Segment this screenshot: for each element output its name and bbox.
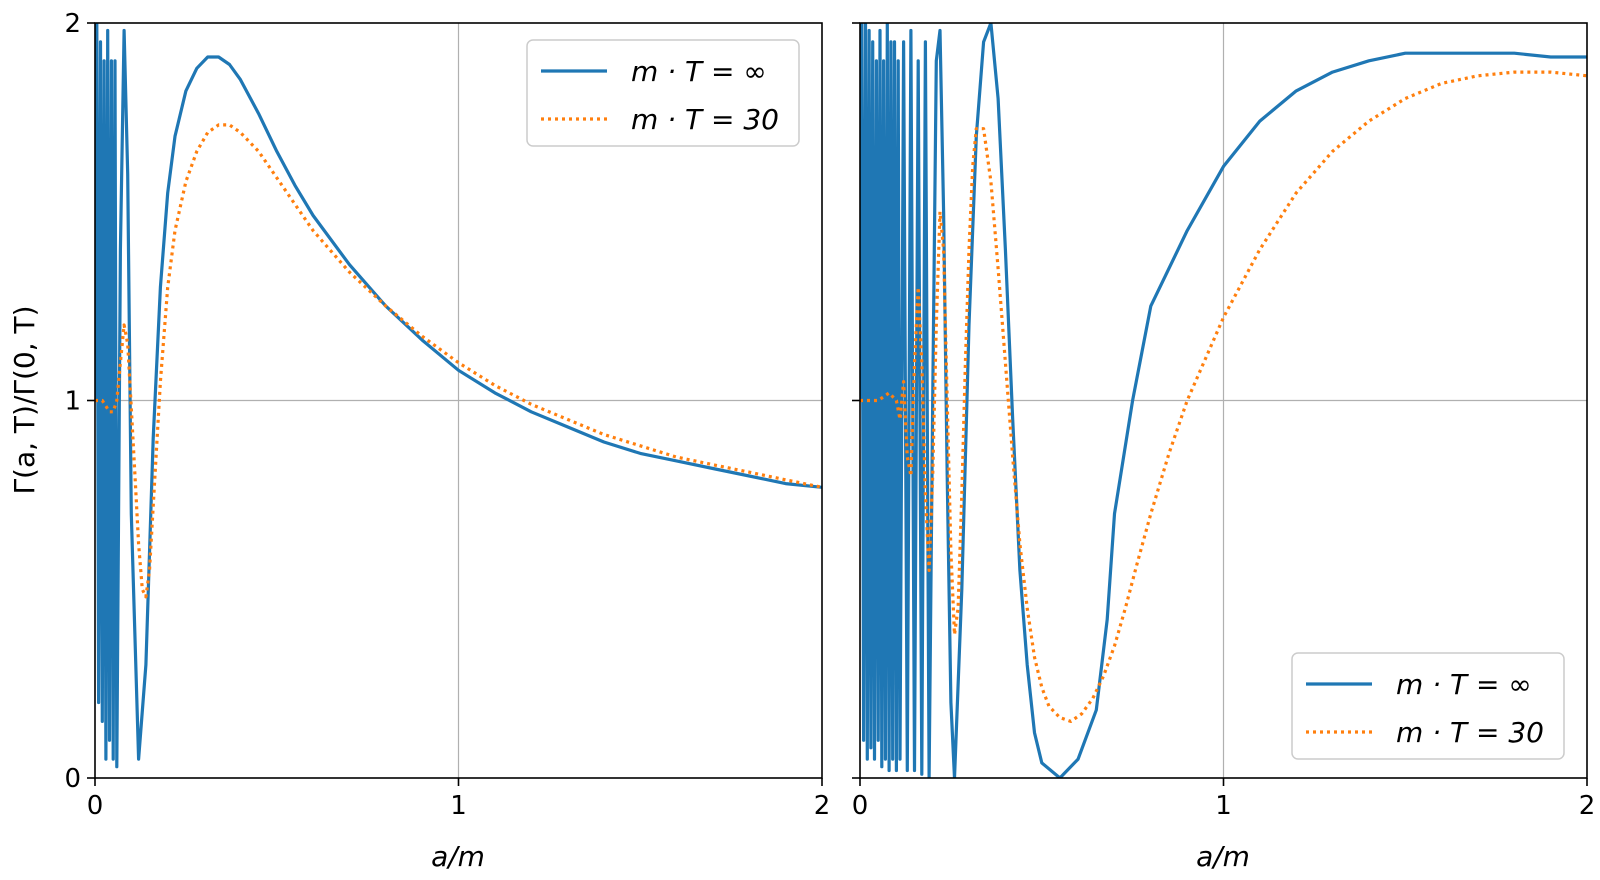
right-legend: m · T = ∞ m · T = 30	[1291, 652, 1565, 760]
right-panel: 0 1 2 a/m m · T = ∞ m · T = 30	[852, 22, 1596, 873]
x-tick-label: 1	[450, 791, 467, 821]
right-x-axis-label: a/m	[1196, 840, 1250, 873]
left-grid	[95, 23, 822, 778]
series-line-infinite	[860, 23, 1587, 778]
x-tick-label: 2	[1579, 791, 1596, 821]
right-ticks: 0 1 2	[852, 22, 1596, 821]
left-ticks: 00 1 1 2 2	[64, 9, 830, 821]
x-tick-label: 1	[1215, 791, 1232, 821]
y-tick-label: 2	[64, 9, 81, 39]
legend-label: m · T = 30	[631, 103, 779, 136]
legend-box	[526, 39, 800, 147]
series-line-t30	[860, 70, 1587, 724]
right-series	[860, 23, 1587, 778]
x-tick-label: 0	[852, 791, 869, 821]
left-x-axis-label: a/m	[431, 840, 485, 873]
left-y-axis-label: Γ(a, T)/Γ(0, T)	[8, 305, 41, 494]
legend-label: m · T = 30	[1396, 716, 1544, 749]
left-series	[95, 23, 822, 769]
y-tick-label: 1	[64, 387, 81, 417]
y-tick-label: 0	[64, 764, 81, 794]
legend-label: m · T = ∞	[631, 55, 767, 88]
series-line-infinite	[95, 23, 822, 769]
series-line-t30	[95, 123, 822, 599]
left-legend: m · T = ∞ m · T = 30	[526, 39, 800, 147]
right-grid	[860, 23, 1587, 778]
legend-box	[1291, 652, 1565, 760]
x-tick-label: 2	[814, 791, 831, 821]
x-tick-label: 0	[87, 791, 104, 821]
legend-label: m · T = ∞	[1396, 668, 1532, 701]
